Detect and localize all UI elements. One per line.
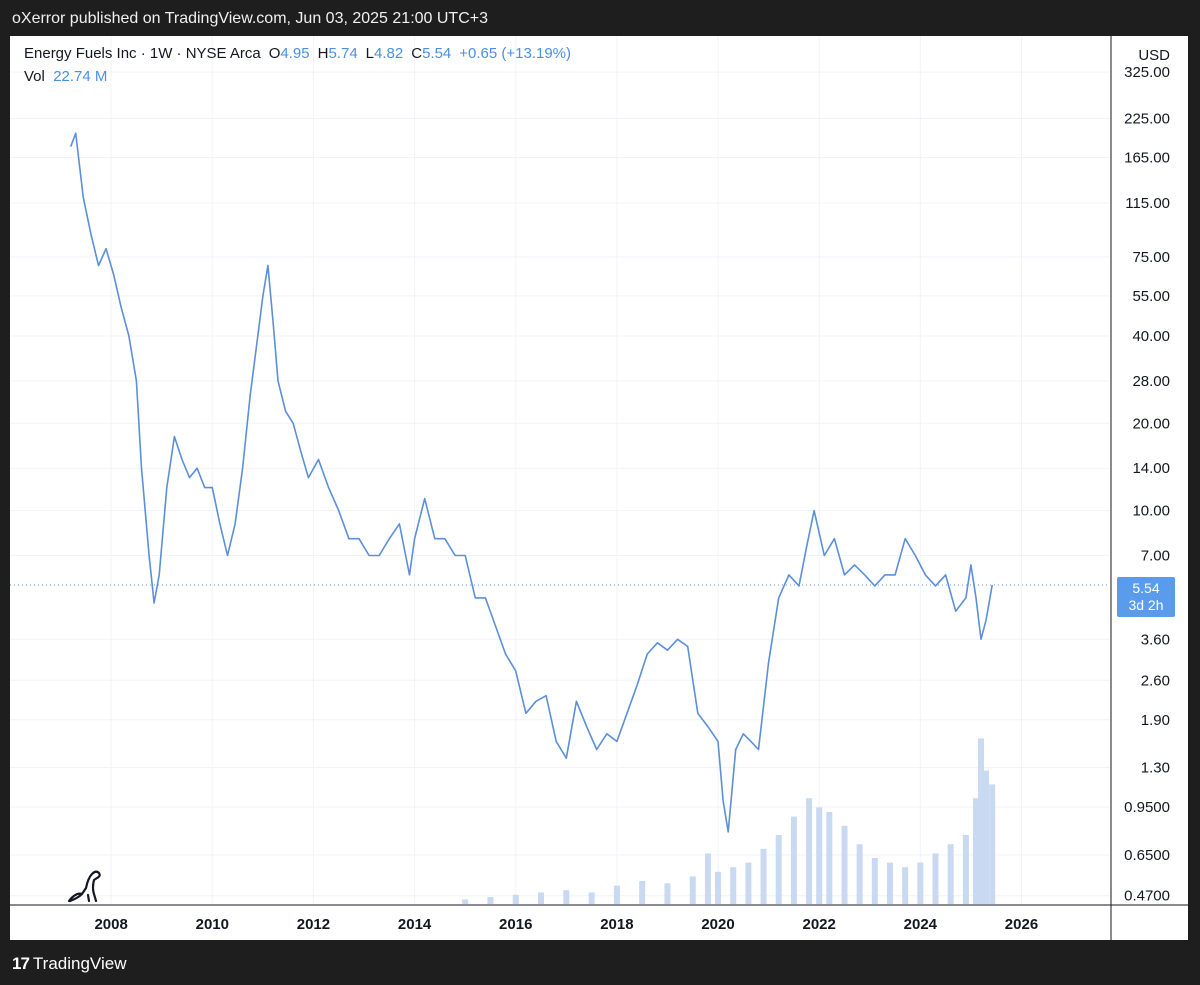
volume-header: Vol 22.74 M [24, 68, 107, 85]
bar-countdown: 3d 2h [1128, 596, 1164, 613]
y-tick-label-8: 20.00 [1132, 415, 1170, 432]
y-tick-label-12: 3.60 [1141, 631, 1170, 648]
y-tick-label-5: 55.00 [1132, 288, 1170, 305]
volume-bar-27 [947, 844, 954, 904]
x-tick-label-2: 2012 [297, 916, 330, 933]
volume-bar-11 [715, 871, 722, 904]
x-tick-label-8: 2024 [904, 916, 938, 933]
volume-bar-2 [512, 894, 519, 904]
y-tick-label-11: 7.00 [1141, 548, 1170, 565]
symbol-header: Energy Fuels Inc · 1W · NYSE Arca O4.95 H5… [24, 45, 571, 62]
volume-bar-25 [917, 862, 924, 904]
chart-area[interactable]: 325.00 225.00 165.00 115.00 75.00 55.00 40.00 2… [10, 36, 1188, 940]
volume-bar-28 [962, 835, 969, 904]
vol-label: Vol [24, 68, 45, 85]
volume-bar-8 [664, 883, 671, 904]
y-tick-label-18: 0.4700 [1124, 888, 1170, 905]
y-tick-label-10: 10.00 [1132, 503, 1170, 520]
top-bar: oXerror published on TradingView.com, Ju… [0, 0, 1200, 36]
open-value: 4.95 [280, 45, 310, 62]
low-value: 4.82 [374, 45, 404, 62]
volume-bar-3 [538, 892, 545, 904]
x-tick-label-5: 2018 [600, 916, 633, 933]
y-tick-label-13: 2.60 [1141, 672, 1170, 689]
volume-bar-17 [806, 798, 813, 904]
volume-bar-31 [983, 770, 990, 904]
volume-bar-19 [826, 812, 833, 904]
volume-bar-21 [856, 844, 863, 904]
y-tick-label-15: 1.30 [1141, 760, 1170, 777]
currency-label[interactable]: USD [1138, 47, 1170, 64]
y-tick-label-17: 0.6500 [1124, 847, 1170, 864]
y-tick-label-16: 0.9500 [1124, 799, 1170, 816]
volume-bar-23 [887, 862, 893, 904]
volume-bar-7 [639, 881, 646, 904]
tradingview-brand: TradingView [32, 954, 127, 973]
change-value: +0.65 (+13.19%) [459, 45, 572, 62]
y-tick-label-3: 115.00 [1125, 195, 1170, 212]
volume-bar-1 [487, 897, 494, 904]
volume-bar-9 [689, 876, 696, 904]
x-tick-label-6: 2020 [701, 916, 734, 933]
volume-bar-6 [613, 885, 620, 904]
y-tick-label-7: 28.00 [1132, 373, 1170, 390]
symbol-name[interactable]: Energy Fuels Inc · 1W · NYSE Arca [24, 45, 261, 62]
volume-bar-0 [462, 899, 469, 904]
x-tick-label-3: 2014 [398, 916, 432, 933]
x-tick-label-1: 2010 [196, 916, 229, 933]
close-value: 5.54 [422, 45, 452, 62]
tradingview-logo-icon: 17 [12, 954, 30, 973]
y-tick-label-14: 1.90 [1141, 712, 1170, 729]
volume-bar-30 [978, 738, 985, 904]
volume-bar-12 [730, 867, 737, 904]
volume-bar-32 [989, 784, 996, 904]
volume-bar-14 [760, 848, 767, 904]
volume-bar-10 [704, 853, 711, 904]
volume-bar-20 [841, 825, 848, 904]
y-tick-label-2: 165.00 [1124, 150, 1170, 167]
volume-bar-24 [902, 867, 909, 904]
dinosaur-icon [67, 870, 101, 903]
y-tick-label-4: 75.00 [1132, 249, 1170, 266]
y-tick-label-0: 325.00 [1124, 64, 1170, 81]
volume-bar-22 [871, 858, 878, 904]
x-tick-label-7: 2022 [803, 916, 836, 933]
current-price-value: 5.54 [1132, 579, 1160, 596]
volume-bar-18 [816, 807, 823, 904]
volume-bar-4 [563, 890, 570, 904]
tradingview-logo[interactable]: 17 TradingView [12, 954, 126, 974]
y-tick-label-9: 14.00 [1132, 460, 1170, 477]
volume-bar-16 [790, 816, 797, 904]
high-label: H [317, 45, 329, 62]
high-value: 5.74 [328, 45, 358, 62]
x-tick-label-4: 2016 [499, 916, 532, 933]
x-tick-label-0: 2008 [94, 916, 127, 933]
vol-value: 22.74 M [53, 68, 108, 85]
volume-bar-26 [932, 853, 939, 904]
volume-bar-5 [588, 892, 595, 904]
open-label: O [268, 45, 281, 62]
x-tick-label-9: 2026 [1005, 916, 1038, 933]
volume-bar-15 [775, 835, 782, 904]
volume-bar-29 [972, 798, 979, 904]
price-chart[interactable]: 325.00 225.00 165.00 115.00 75.00 55.00 40.00 2… [10, 36, 1188, 940]
current-price-tag: 5.54 3d 2h [1117, 576, 1175, 617]
volume-bar-13 [745, 862, 752, 904]
y-tick-label-1: 225.00 [1124, 110, 1170, 127]
y-tick-label-6: 40.00 [1132, 328, 1170, 345]
price-series-line [69, 132, 993, 833]
bottom-bar: 17 TradingView [0, 940, 1200, 985]
low-label: L [365, 45, 375, 62]
close-label: C [411, 45, 423, 62]
publisher-line: oXerror published on TradingView.com, Ju… [12, 10, 488, 27]
